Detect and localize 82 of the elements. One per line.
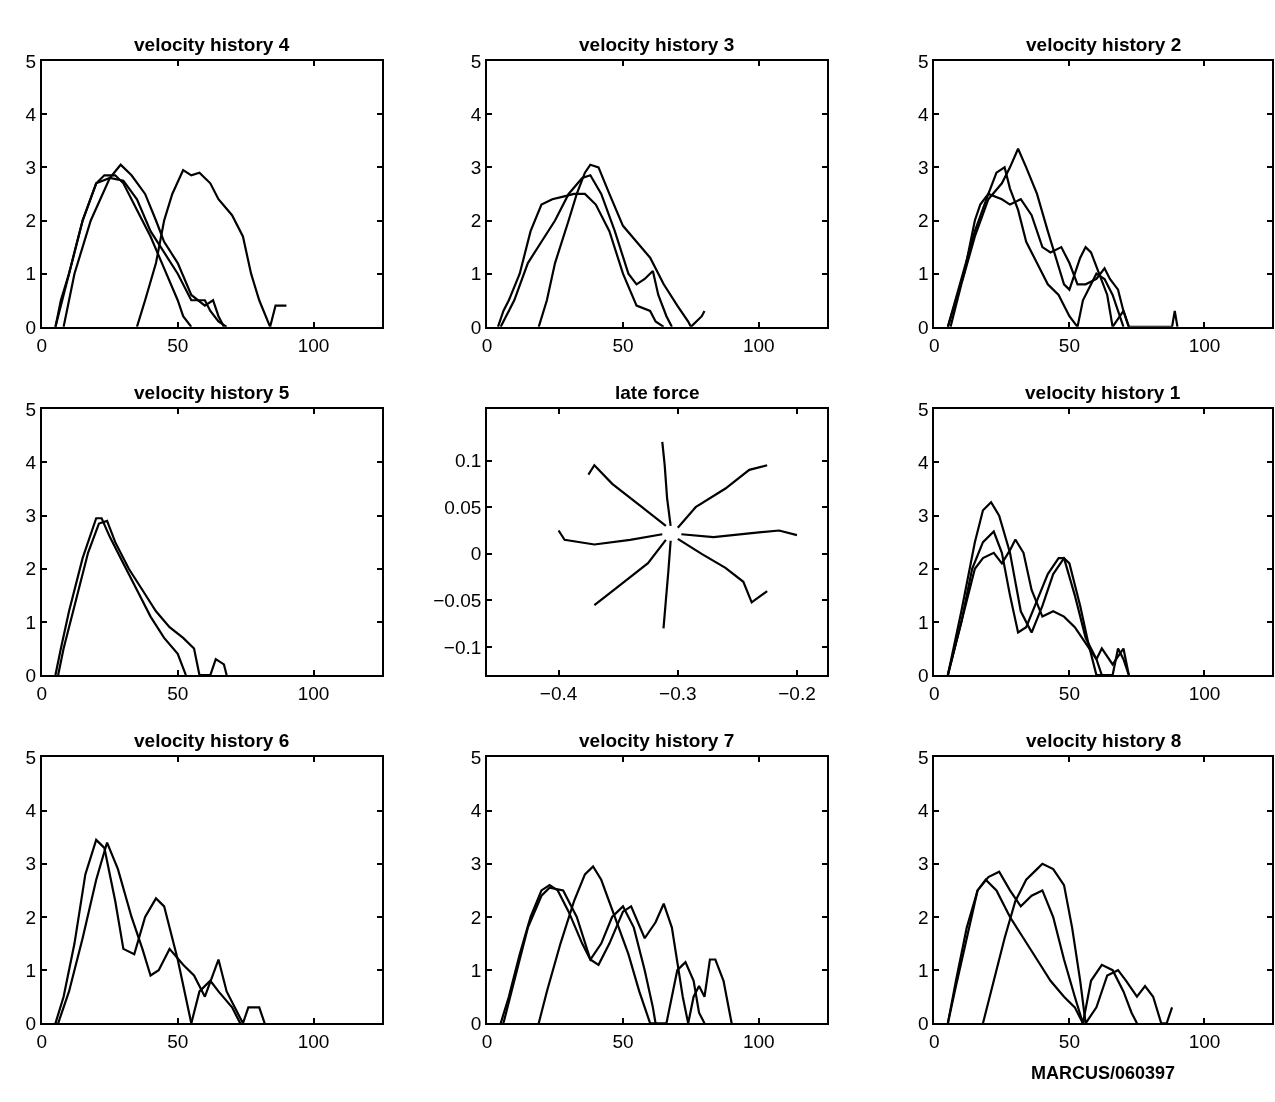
y-tick-label: 1 xyxy=(917,263,929,285)
y-tick-label: 0 xyxy=(917,316,929,338)
y-tick-label: 0 xyxy=(470,1012,482,1034)
x-tick-label: −0.3 xyxy=(659,682,697,704)
x-tick-label: 50 xyxy=(612,334,634,356)
y-tick-label: 5 xyxy=(470,747,482,769)
y-tick-label: 2 xyxy=(917,558,929,580)
y-tick-label: 0 xyxy=(917,1012,929,1034)
x-tick-label: 100 xyxy=(1188,682,1221,704)
y-tick-label: 1 xyxy=(25,263,37,285)
y-tick-label: 4 xyxy=(917,800,929,822)
x-tick-label: 100 xyxy=(1188,1031,1221,1053)
y-tick-label: 1 xyxy=(25,611,37,633)
y-tick-label: 3 xyxy=(917,156,929,178)
x-tick-label: 50 xyxy=(1058,334,1080,356)
y-tick-label: 0.1 xyxy=(454,450,482,472)
x-tick-label: 50 xyxy=(612,1031,634,1053)
chart-title: velocity history 6 xyxy=(134,730,290,751)
y-tick-label: 5 xyxy=(25,398,37,420)
chart-title: velocity history 8 xyxy=(1026,730,1182,751)
x-tick-label: −0.4 xyxy=(539,682,578,704)
y-tick-label: 1 xyxy=(470,263,482,285)
y-tick-label: 3 xyxy=(917,853,929,875)
y-tick-label: 3 xyxy=(470,156,482,178)
y-tick-label: 1 xyxy=(917,959,929,981)
x-tick-label: 50 xyxy=(1058,682,1080,704)
y-tick-label: 0 xyxy=(917,664,929,686)
y-tick-label: 0 xyxy=(25,316,37,338)
y-tick-label: 4 xyxy=(25,800,37,822)
y-tick-label: 3 xyxy=(917,505,929,527)
y-tick-label: 2 xyxy=(25,558,37,580)
x-tick-label: 100 xyxy=(297,1031,330,1053)
x-tick-label: 100 xyxy=(742,334,775,356)
y-tick-label: 5 xyxy=(917,747,929,769)
y-tick-label: 0 xyxy=(25,664,37,686)
chart-title: velocity history 4 xyxy=(134,34,290,55)
y-tick-label: 2 xyxy=(917,210,929,232)
y-tick-label: 5 xyxy=(917,398,929,420)
y-tick-label: 0.05 xyxy=(444,496,482,518)
x-tick-label: 50 xyxy=(1058,1031,1080,1053)
x-tick-label: 50 xyxy=(167,1031,189,1053)
y-tick-label: 2 xyxy=(25,210,37,232)
y-tick-label: 4 xyxy=(917,103,929,125)
y-tick-label: 4 xyxy=(25,452,37,474)
y-tick-label: −0.05 xyxy=(433,590,482,612)
y-tick-label: 3 xyxy=(470,853,482,875)
y-tick-label: 3 xyxy=(25,853,37,875)
y-tick-label: 1 xyxy=(470,959,482,981)
chart-title: velocity history 5 xyxy=(134,382,290,403)
x-tick-label: 100 xyxy=(297,334,330,356)
y-tick-label: 1 xyxy=(25,959,37,981)
y-tick-label: 4 xyxy=(917,452,929,474)
chart-title: velocity history 3 xyxy=(579,34,735,55)
text: MARCUS/060397 xyxy=(1031,1063,1176,1083)
y-tick-label: 0 xyxy=(470,316,482,338)
x-tick-label: 50 xyxy=(167,334,189,356)
y-tick-label: 5 xyxy=(470,50,482,72)
chart-title: velocity history 7 xyxy=(579,730,735,751)
y-tick-label: 2 xyxy=(917,906,929,928)
x-tick-label: 50 xyxy=(167,682,189,704)
y-tick-label: −0.1 xyxy=(443,636,482,658)
x-tick-label: 100 xyxy=(1188,334,1221,356)
y-tick-label: 4 xyxy=(470,800,482,822)
y-tick-label: 5 xyxy=(917,50,929,72)
y-tick-label: 3 xyxy=(25,505,37,527)
y-tick-label: 1 xyxy=(917,611,929,633)
y-tick-label: 4 xyxy=(470,103,482,125)
y-tick-label: 2 xyxy=(470,210,482,232)
y-tick-label: 5 xyxy=(25,747,37,769)
x-tick-label: 100 xyxy=(297,682,330,704)
y-tick-label: 0 xyxy=(470,543,482,565)
x-tick-label: 100 xyxy=(742,1031,775,1053)
chart-title: late force xyxy=(615,382,700,403)
y-tick-label: 4 xyxy=(25,103,37,125)
y-tick-label: 3 xyxy=(25,156,37,178)
x-tick-label: −0.2 xyxy=(778,682,816,704)
chart-title: velocity history 2 xyxy=(1026,34,1182,55)
y-tick-label: 2 xyxy=(470,906,482,928)
y-tick-label: 5 xyxy=(25,50,37,72)
chart-title: velocity history 1 xyxy=(1025,382,1181,403)
y-tick-label: 2 xyxy=(25,906,37,928)
y-tick-label: 0 xyxy=(25,1012,37,1034)
